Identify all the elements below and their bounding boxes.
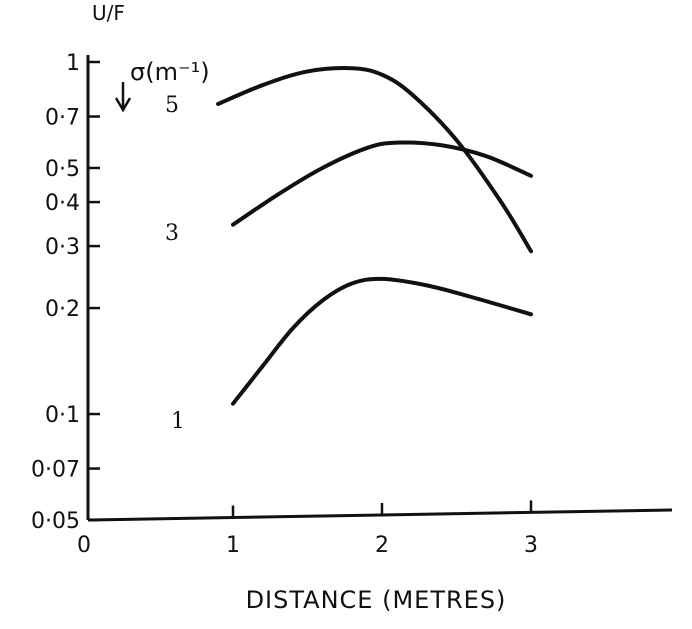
x-ticks: 0 1 2 3: [77, 500, 538, 558]
series-label-sigma-3: 3: [165, 221, 179, 246]
y-tick-label: 0·2: [45, 297, 80, 322]
series-line-sigma-5: [216, 66, 533, 254]
y-tick-label: 0·3: [45, 235, 80, 260]
x-tick-label: 1: [226, 533, 240, 558]
x-tick-label: 0: [77, 533, 91, 558]
y-ticks: 1 0·7 0·5 0·4 0·3 0·2 0·1 0·07 0·05: [31, 51, 100, 534]
legend-title: σ(m⁻¹): [130, 58, 210, 86]
y-axis-label: U/F: [92, 1, 125, 25]
y-tick-label: 0·1: [45, 403, 80, 428]
y-tick-label: 0·5: [45, 157, 80, 182]
curve-labels: 5 3 1: [165, 93, 185, 434]
series-line-sigma-3: [231, 140, 533, 227]
x-axis-label: DISTANCE (METRES): [246, 586, 507, 614]
series-label-sigma-5: 5: [165, 93, 179, 118]
y-tick-label: 0·07: [31, 458, 80, 483]
series-line-sigma-1: [231, 276, 533, 406]
x-tick-label: 3: [524, 533, 538, 558]
y-tick-label: 1: [66, 51, 80, 76]
y-tick-label: 0·4: [45, 191, 80, 216]
x-tick-label: 2: [375, 533, 389, 558]
y-tick-label: 0·05: [31, 509, 80, 534]
curves: [216, 66, 533, 406]
y-tick-label: 0·7: [45, 106, 80, 131]
down-arrow-icon: [114, 82, 132, 113]
series-label-sigma-1: 1: [171, 409, 185, 434]
x-axis-line: [87, 508, 673, 522]
